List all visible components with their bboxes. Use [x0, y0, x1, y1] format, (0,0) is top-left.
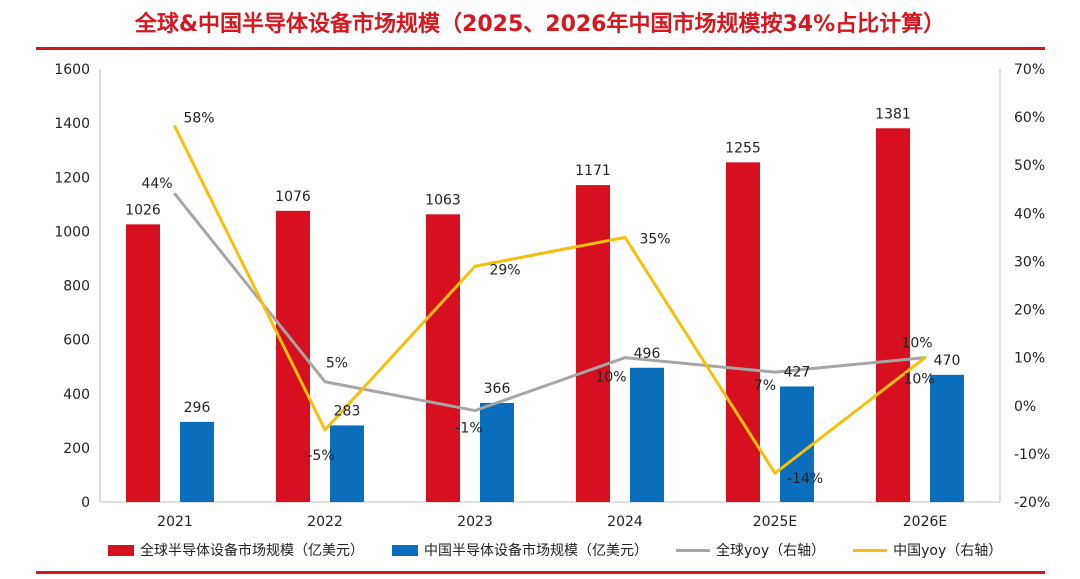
legend-label-global-yoy: 全球yoy（右轴） — [716, 543, 826, 559]
point-global-yoy — [173, 192, 177, 196]
bar-global — [726, 162, 760, 502]
y-left-tick-label: 0 — [81, 495, 90, 511]
point-global-yoy — [323, 380, 327, 384]
bar-global — [426, 214, 460, 502]
bar-global-value-label: 1171 — [575, 163, 611, 179]
legend-swatch-global-yoy — [676, 548, 710, 552]
y-left-tick-label: 1600 — [54, 62, 90, 78]
point-china-yoy — [173, 125, 177, 129]
x-category-label: 2024 — [607, 514, 643, 530]
bar-china — [330, 425, 364, 502]
y-left-tick-label: 400 — [63, 387, 90, 403]
china-yoy-label: -14% — [787, 471, 823, 487]
axes-layer: 0 200 400 600 800 1000 1200 1400 1600 -20% -10% 0% 1… — [54, 62, 1050, 530]
bar-china-value-label: 427 — [784, 364, 811, 380]
y-right-tick-label: 20% — [1014, 303, 1045, 319]
point-global-yoy — [623, 356, 627, 360]
lines-layer — [173, 125, 927, 475]
china-yoy-label: 29% — [489, 262, 520, 278]
global-yoy-label: -1% — [455, 421, 482, 437]
legend-item-global-bar: 全球半导体设备市场规模（亿美元） — [108, 540, 364, 560]
x-category-label: 2022 — [307, 514, 343, 530]
line-china-yoy — [173, 126, 926, 475]
bar-china — [630, 367, 664, 502]
y-left-tick-label: 1200 — [54, 170, 90, 186]
global-yoy-label: 44% — [141, 176, 172, 192]
y-right-tick-label: 40% — [1014, 206, 1045, 222]
global-yoy-label: 5% — [326, 356, 348, 372]
bars-layer — [126, 128, 964, 502]
y-right-tick-label: 60% — [1014, 110, 1045, 126]
point-global-yoy — [773, 370, 777, 374]
point-china-yoy — [923, 356, 927, 360]
bar-china — [780, 386, 814, 502]
y-right-tick-label: 30% — [1014, 254, 1045, 270]
global-yoy-label: 10% — [901, 336, 932, 352]
title-underline — [36, 47, 1045, 50]
bar-global — [126, 224, 160, 502]
y-right-tick-label: 10% — [1014, 351, 1045, 367]
bar-global-value-label: 1026 — [125, 202, 161, 218]
y-right-tick-label: 0% — [1014, 399, 1036, 415]
global-yoy-label: 10% — [595, 370, 626, 386]
point-global-yoy — [473, 409, 477, 413]
bar-china — [930, 374, 964, 502]
bar-global-value-label: 1076 — [275, 189, 311, 205]
legend-swatch-china-bar — [392, 544, 418, 556]
china-yoy-label: 10% — [903, 372, 934, 388]
bar-global — [576, 185, 610, 502]
point-china-yoy — [473, 264, 477, 268]
line-global-yoy — [173, 193, 926, 413]
legend-label-china-yoy: 中国yoy（右轴） — [893, 543, 1003, 559]
bar-china-value-label: 296 — [184, 400, 211, 416]
legend-item-global-yoy: 全球yoy（右轴） — [676, 540, 825, 560]
x-category-label: 2023 — [457, 514, 493, 530]
y-right-tick-label: -10% — [1014, 447, 1050, 463]
x-category-label: 2021 — [157, 514, 193, 530]
bar-china-value-label: 496 — [634, 346, 661, 362]
point-china-yoy — [323, 428, 327, 432]
legend-swatch-global-bar — [108, 544, 134, 556]
bar-china — [180, 421, 214, 502]
china-yoy-label: 35% — [639, 231, 670, 247]
point-china-yoy — [623, 235, 627, 239]
bar-global-value-label: 1255 — [725, 140, 761, 156]
y-left-tick-label: 200 — [63, 441, 90, 457]
bar-china — [480, 402, 514, 502]
y-right-tick-label: -20% — [1014, 495, 1050, 511]
legend-swatch-china-yoy — [853, 548, 888, 552]
bar-china-value-label: 283 — [334, 403, 361, 419]
bar-global — [876, 128, 910, 502]
x-category-label: 2025E — [753, 514, 797, 530]
y-left-tick-label: 1000 — [54, 224, 90, 240]
bar-china-value-label: 470 — [934, 353, 961, 369]
y-right-tick-label: 50% — [1014, 158, 1045, 174]
y-left-tick-label: 600 — [63, 333, 90, 349]
legend-label-global-bar: 全球半导体设备市场规模（亿美元） — [140, 543, 364, 559]
bar-global-value-label: 1381 — [875, 106, 911, 122]
legend-label-china-bar: 中国半导体设备市场规模（亿美元） — [424, 543, 648, 559]
y-left-tick-label: 800 — [63, 279, 90, 295]
labels-layer: 1026 296 1076 283 1063 366 1171 496 1255 427 1381 4… — [125, 106, 960, 487]
bar-china-value-label: 366 — [484, 381, 511, 397]
point-china-yoy — [773, 471, 777, 475]
y-left-tick-label: 1400 — [54, 116, 90, 132]
y-right-tick-label: 70% — [1014, 62, 1045, 78]
bottom-rule — [36, 571, 1045, 574]
legend-item-china-yoy: 中国yoy（右轴） — [853, 540, 1002, 560]
china-yoy-label: -5% — [307, 448, 334, 464]
global-yoy-label: 7% — [754, 378, 776, 394]
x-category-label: 2026E — [903, 514, 947, 530]
china-yoy-label: 58% — [183, 111, 214, 127]
chart-title: 全球&中国半导体设备市场规模（2025、2026年中国市场规模按34%占比计算） — [134, 12, 946, 37]
legend-item-china-bar: 中国半导体设备市场规模（亿美元） — [392, 540, 648, 560]
legend: 全球半导体设备市场规模（亿美元） 中国半导体设备市场规模（亿美元） 全球yoy（… — [108, 540, 1002, 560]
chart-area: 0 200 400 600 800 1000 1200 1400 1600 -20% -10% 0% 1… — [54, 62, 1050, 530]
bar-global-value-label: 1063 — [425, 192, 461, 208]
